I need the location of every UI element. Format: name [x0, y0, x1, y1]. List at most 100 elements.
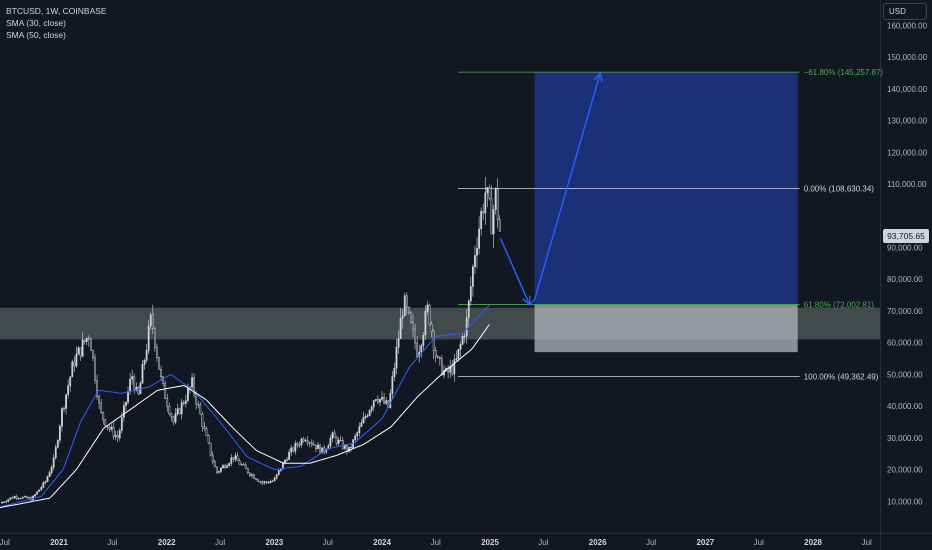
currency-button[interactable]: USD	[883, 3, 927, 20]
candle	[319, 444, 321, 455]
candle	[255, 478, 257, 481]
candle	[337, 437, 340, 447]
candle	[50, 464, 53, 476]
candle-body	[304, 440, 307, 442]
candle-body	[133, 376, 136, 391]
projection-arrow-head	[593, 71, 603, 82]
projection-arrow-line[interactable]	[533, 72, 602, 301]
candle	[490, 185, 493, 235]
candle-body	[441, 358, 443, 376]
candle-body	[228, 463, 231, 466]
candle	[87, 335, 90, 347]
candle	[71, 359, 74, 378]
price-tick-label: 70,000.00	[887, 307, 923, 316]
candle-body	[242, 464, 245, 466]
candle-body	[399, 318, 402, 339]
indicator-sma30[interactable]: SMA (30, close)	[6, 18, 66, 28]
time-tick-label: 2023	[265, 538, 283, 547]
candle	[211, 451, 214, 465]
candle-body	[96, 380, 98, 397]
candle-body	[339, 439, 342, 441]
candle	[385, 397, 388, 405]
candle-body	[137, 386, 140, 395]
candle	[17, 497, 20, 500]
candle-body	[187, 388, 189, 402]
price-tick-label: 30,000.00	[887, 434, 923, 443]
candle	[246, 468, 249, 474]
candle	[352, 438, 355, 450]
candle	[261, 480, 264, 486]
sma30-line[interactable]	[0, 304, 490, 508]
candle-body	[118, 430, 121, 439]
candle	[118, 427, 121, 442]
candle-body	[87, 337, 90, 340]
candle-body	[213, 461, 216, 468]
candle	[172, 415, 175, 426]
candle	[207, 434, 210, 445]
price-tick-label: 110,000.00	[887, 180, 927, 189]
candle	[308, 441, 311, 448]
candle-body	[54, 446, 57, 458]
candle-body	[467, 300, 470, 318]
indicator-sma50[interactable]: SMA (50, close)	[6, 30, 66, 40]
candle	[461, 333, 464, 346]
time-tick-label: Jul	[107, 538, 117, 547]
stop-zone[interactable]	[534, 304, 798, 353]
candle-body	[222, 465, 224, 469]
candle-body	[224, 465, 226, 468]
candle	[201, 411, 204, 432]
candle	[48, 470, 51, 477]
candle-body	[253, 474, 255, 479]
candle-body	[405, 295, 408, 308]
candle-body	[457, 349, 460, 359]
candle	[174, 408, 177, 425]
candle-body	[490, 198, 493, 235]
candle	[9, 497, 12, 501]
symbol-title[interactable]: BTCUSD, 1W, COINBASE	[6, 6, 107, 16]
candle	[455, 350, 458, 362]
projection-arrow-line[interactable]	[499, 237, 531, 305]
candle-body	[286, 459, 288, 461]
candle	[465, 309, 468, 344]
candle-body	[195, 393, 198, 405]
candle-body	[89, 338, 92, 351]
candle-body	[370, 406, 373, 411]
candle-body	[197, 403, 200, 405]
candle	[215, 466, 218, 474]
time-tick-label: 2022	[158, 538, 176, 547]
candle	[360, 419, 363, 427]
sma50-line[interactable]	[0, 324, 490, 509]
time-tick-label: 2021	[50, 538, 68, 547]
candle	[494, 187, 497, 215]
price-tick-label: 160,000.00	[887, 21, 928, 30]
candle-body	[58, 425, 61, 441]
candle	[476, 237, 478, 269]
projection-arrow-line[interactable]	[529, 299, 536, 306]
candle-body	[44, 481, 47, 483]
time-tick-label: 2024	[373, 538, 391, 547]
chart-legend: BTCUSD, 1W, COINBASE SMA (30, close) SMA…	[6, 5, 107, 41]
candle	[180, 398, 183, 420]
candle-body	[160, 369, 162, 378]
candle	[492, 204, 495, 249]
candle-body	[102, 411, 105, 420]
candle-body	[306, 440, 309, 444]
candle	[275, 474, 278, 480]
candle	[370, 405, 373, 414]
candle-body	[104, 419, 107, 427]
candle-body	[205, 428, 208, 437]
candle-body	[21, 496, 24, 499]
candle	[426, 300, 429, 315]
candle-body	[341, 440, 344, 449]
candle	[199, 402, 202, 415]
candle	[52, 454, 55, 471]
candle	[232, 457, 235, 463]
candle	[405, 292, 408, 315]
time-tick-label: 2025	[481, 538, 499, 547]
candle	[377, 395, 379, 405]
candle	[379, 398, 381, 407]
candle	[277, 470, 280, 476]
candle-body	[486, 187, 489, 194]
